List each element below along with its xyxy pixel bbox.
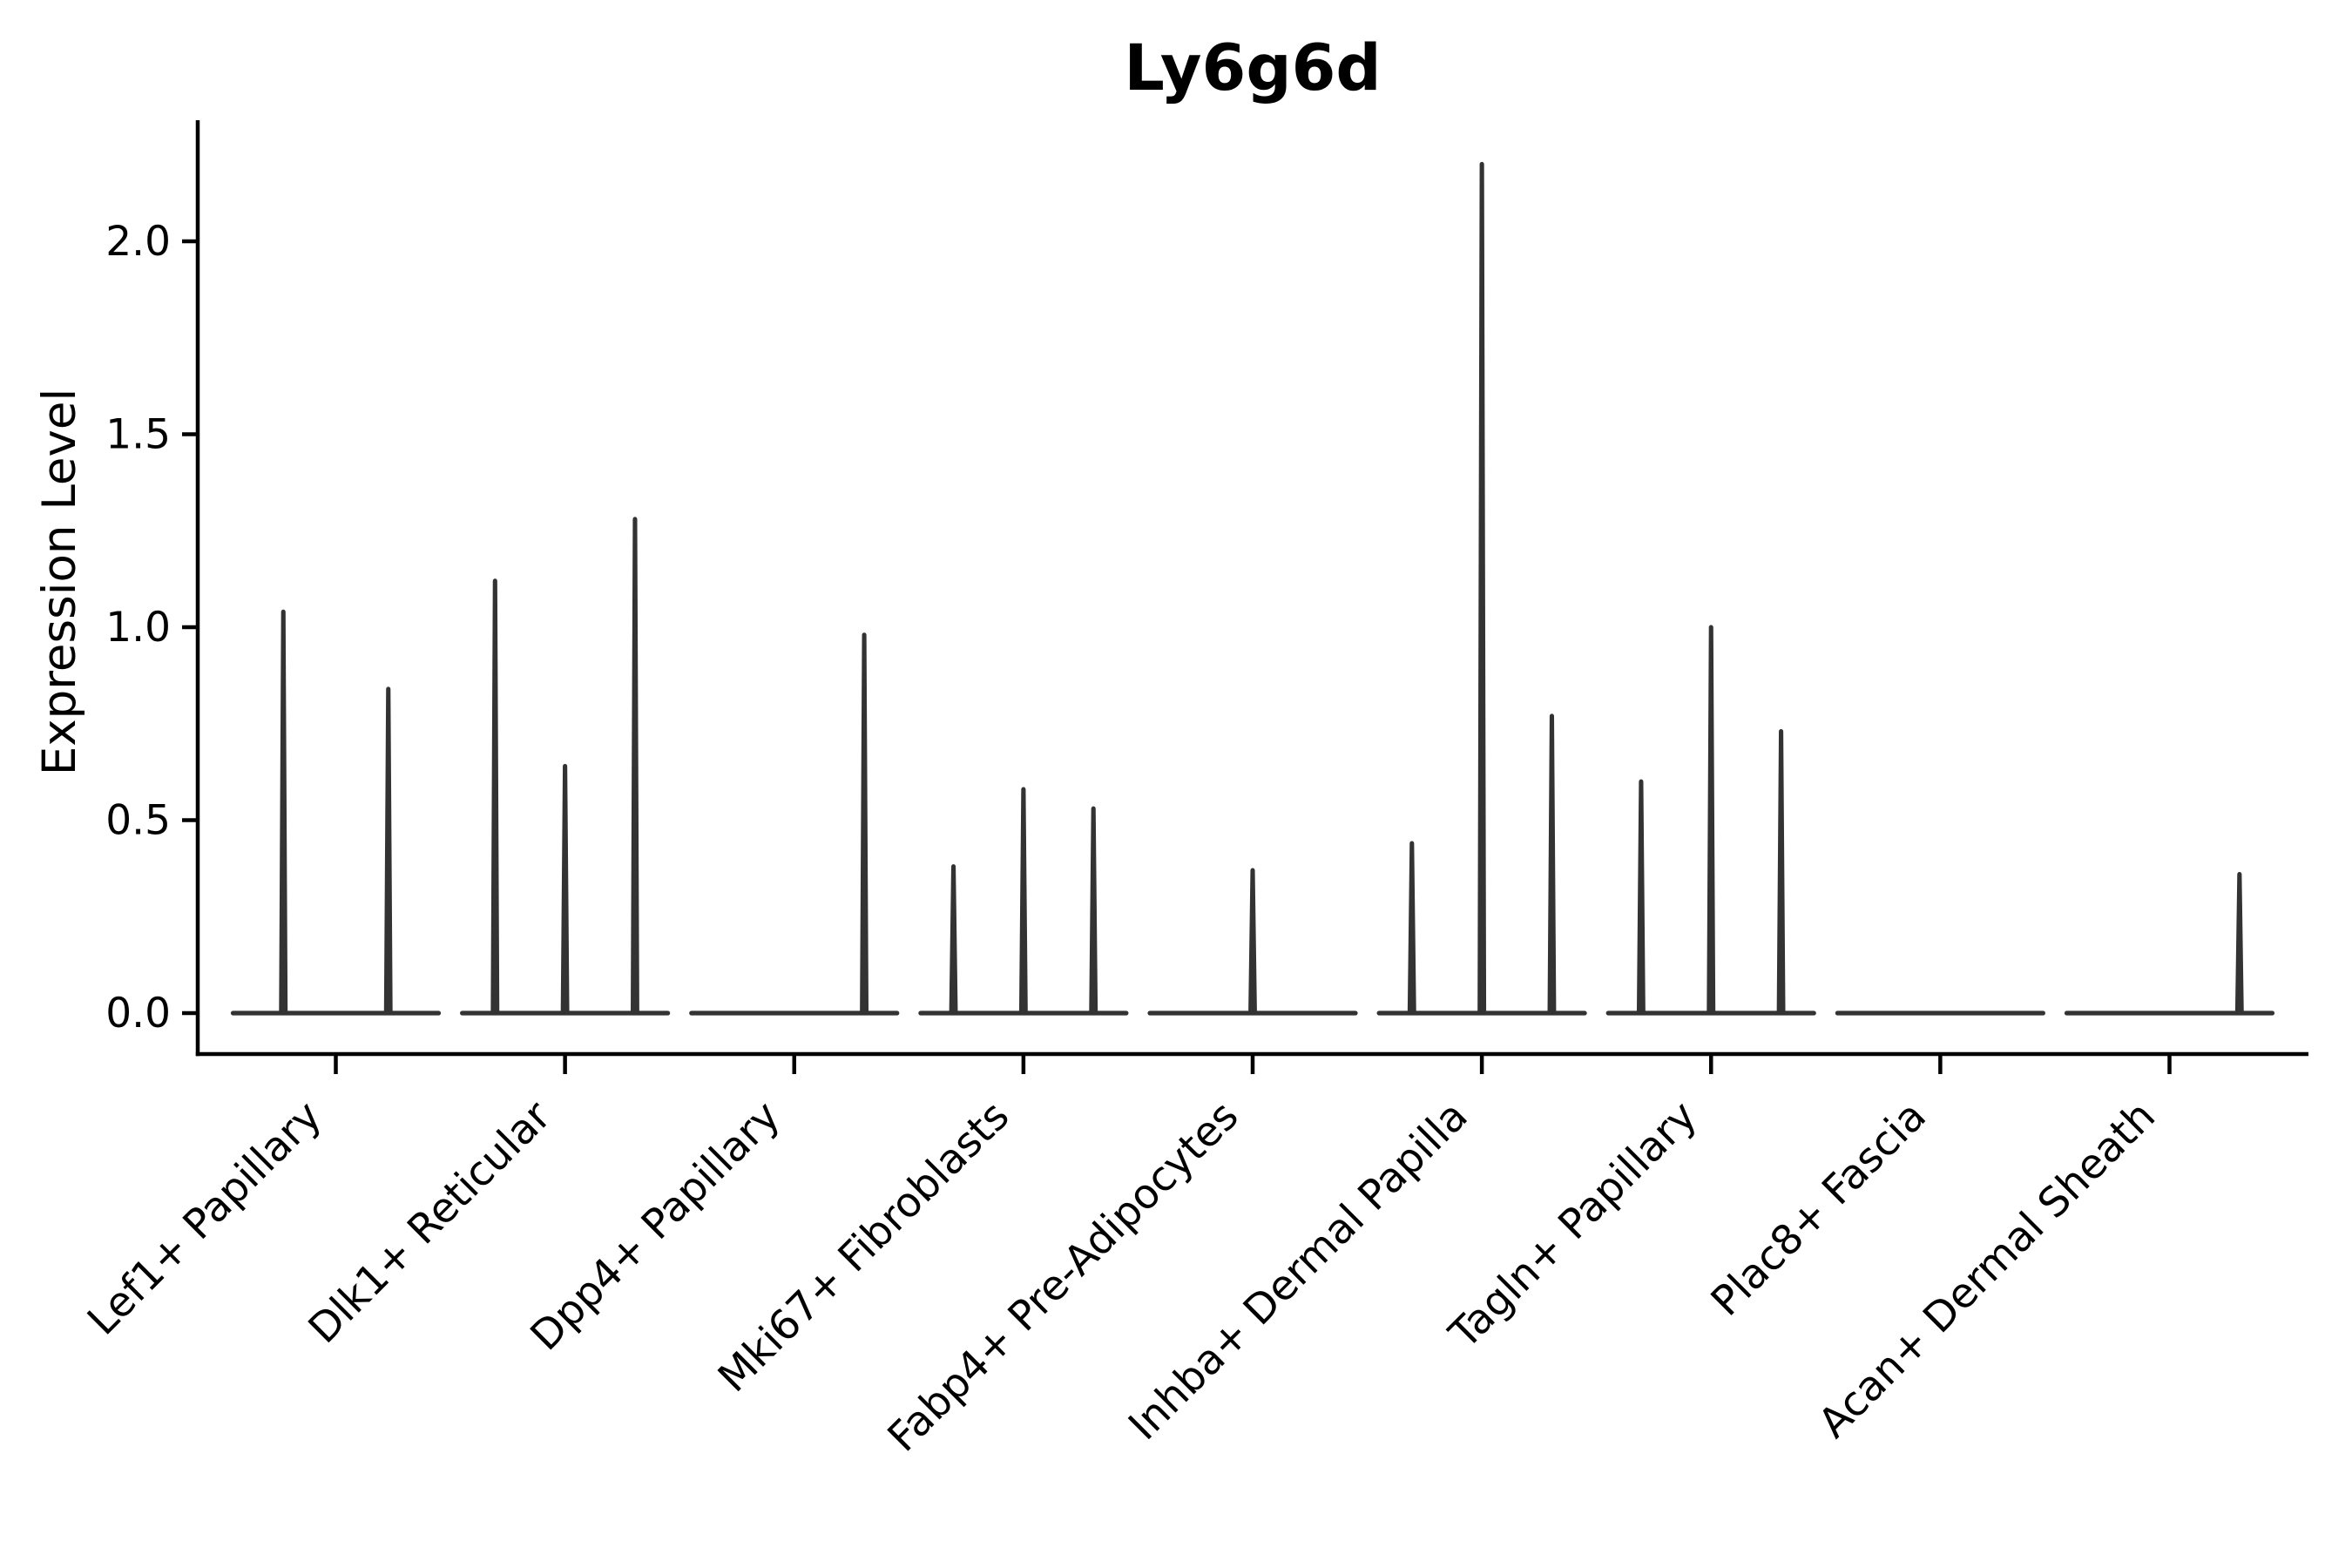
y-tick-label: 0.5 <box>105 797 171 845</box>
violin <box>383 686 393 1014</box>
violin <box>1089 806 1098 1014</box>
violin <box>1407 841 1416 1014</box>
violin <box>1776 729 1786 1014</box>
x-tick-label: Tagln+ Papillary <box>1440 1092 1707 1359</box>
x-tick-label: Dlk1+ Reticular <box>300 1092 561 1353</box>
violin <box>560 763 570 1014</box>
y-tick-label: 1.5 <box>105 411 171 459</box>
violin <box>490 578 500 1014</box>
violin <box>1248 868 1257 1014</box>
y-tick-label: 0.0 <box>105 990 171 1037</box>
violin <box>1018 787 1028 1014</box>
violin <box>1636 779 1646 1014</box>
violin <box>2234 871 2244 1014</box>
violin <box>631 517 639 1014</box>
violin <box>279 609 288 1014</box>
violin <box>949 864 958 1014</box>
y-tick-label: 2.0 <box>105 218 171 266</box>
violin <box>1477 161 1487 1014</box>
y-axis-label: Expression Level <box>33 389 86 775</box>
y-tick-label: 1.0 <box>105 604 171 652</box>
violin <box>860 632 869 1014</box>
x-tick-label: Lef1+ Papillary <box>78 1092 331 1345</box>
violin <box>1547 713 1557 1014</box>
violin <box>1707 625 1716 1014</box>
chart-title: Ly6g6d <box>1124 31 1381 105</box>
x-tick-label: Plac8+ Fascia <box>1702 1092 1936 1326</box>
x-tick-label: Dpp4+ Papillary <box>522 1092 790 1361</box>
